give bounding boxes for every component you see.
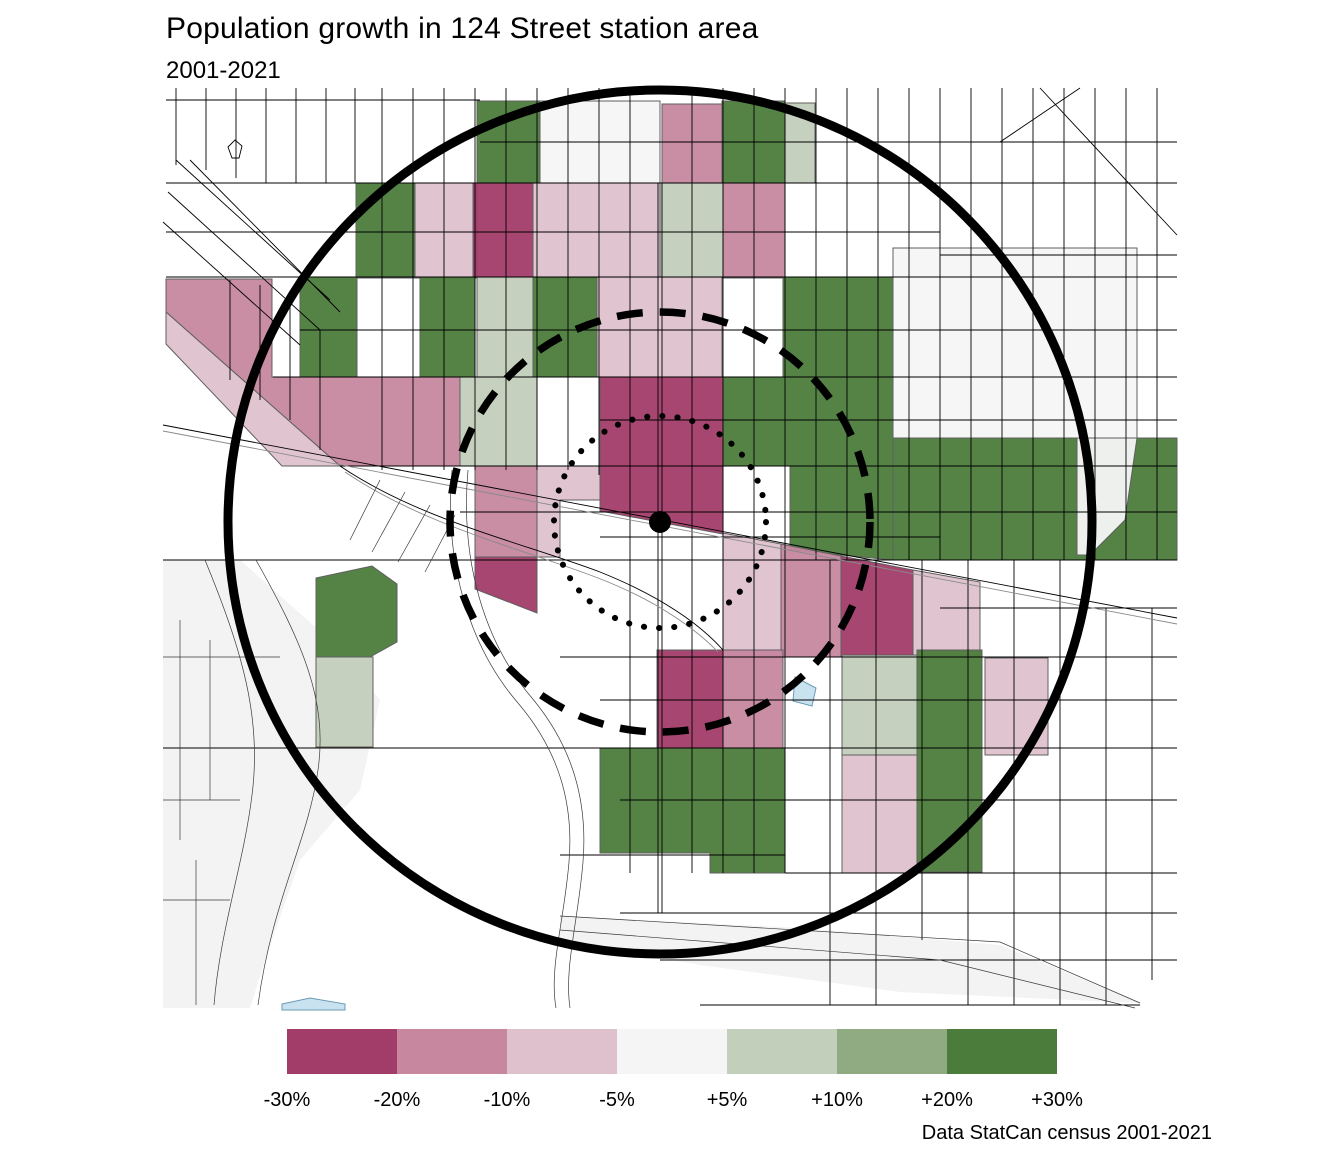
census-block-neg10 <box>841 754 918 874</box>
map-subtitle: 2001-2021 <box>166 57 281 84</box>
legend-break-label: -5% <box>599 1089 635 1111</box>
census-block-neg20 <box>722 649 784 749</box>
legend-swatch-neg20 <box>397 1029 507 1074</box>
census-block-neg20 <box>780 543 842 658</box>
census-block-neg20 <box>474 465 538 558</box>
census-block-pos30 <box>599 747 786 874</box>
census-block-pos10 <box>659 182 724 279</box>
legend-swatch-neutral <box>617 1029 727 1074</box>
census-block-pos10 <box>459 376 538 467</box>
census-block-pos30 <box>299 276 358 378</box>
census-block-pos30 <box>782 276 894 378</box>
census-block-neg10 <box>722 532 782 658</box>
census-block-neg10 <box>912 569 981 658</box>
census-block-pos30 <box>419 276 476 378</box>
census-block-pos30 <box>315 565 398 658</box>
data-source-caption: Data StatCan census 2001-2021 <box>921 1122 1212 1144</box>
outer-ring <box>223 85 1097 959</box>
street-network <box>162 87 1178 1009</box>
station-marker <box>649 511 671 533</box>
census-block-pos30 <box>355 182 416 279</box>
creek <box>281 997 346 1011</box>
legend-break-label: +5% <box>706 1089 748 1111</box>
census-block-neg10 <box>532 182 661 279</box>
legend-color-bar <box>287 1029 1057 1074</box>
legend-break-label: +20% <box>921 1089 973 1111</box>
middle-ring <box>446 308 874 736</box>
legend-swatch-pos10 <box>727 1029 837 1074</box>
legend-break-label: -30% <box>263 1089 311 1111</box>
legend-swatch-pos20 <box>837 1029 947 1074</box>
census-block-neg30 <box>472 182 534 279</box>
inner-ring <box>551 413 769 631</box>
legend-break-label: +30% <box>1031 1089 1083 1111</box>
census-block-neg10 <box>536 465 601 558</box>
legend-swatch-neg30 <box>287 1029 397 1074</box>
legend-break-label: +10% <box>811 1089 863 1111</box>
census-block-neg30 <box>474 556 538 614</box>
legend-break-label: -10% <box>483 1089 531 1111</box>
legend-swatch-neg10 <box>507 1029 617 1074</box>
census-block-pos10 <box>841 654 918 756</box>
legend-break-label: -20% <box>373 1089 421 1111</box>
census-block-neg10 <box>414 182 478 279</box>
census-block-neg30 <box>599 376 724 535</box>
water-features <box>281 676 817 1011</box>
census-block-pos30 <box>916 649 983 873</box>
map-title: Population growth in 124 Street station … <box>166 12 759 45</box>
legend-swatch-pos30 <box>947 1029 1057 1074</box>
census-block-pos10 <box>315 656 374 748</box>
census-block-neg10 <box>984 657 1049 756</box>
station-rings-layer <box>223 85 1097 959</box>
census-block-neg10 <box>596 276 723 378</box>
census-block-pos30 <box>722 376 894 467</box>
